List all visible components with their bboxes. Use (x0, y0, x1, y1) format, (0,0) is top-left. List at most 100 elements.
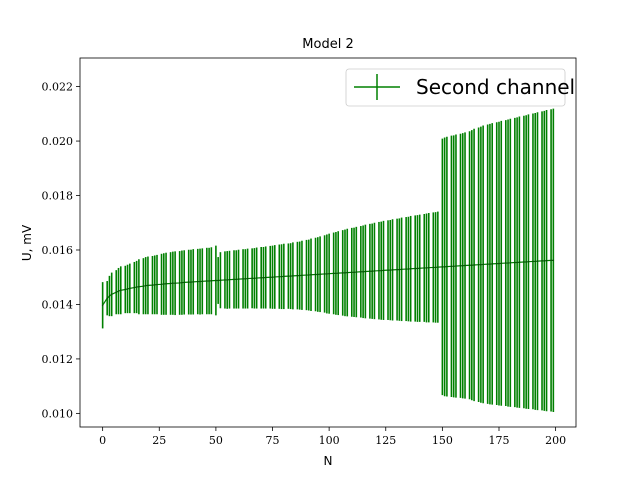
data-point (509, 262, 512, 264)
data-point (518, 261, 521, 263)
data-point (133, 286, 136, 289)
data-point (482, 263, 484, 266)
data-point (459, 265, 462, 267)
x-tick-label: 75 (266, 434, 280, 447)
data-point (516, 261, 518, 264)
data-point (423, 267, 425, 269)
data-point (500, 262, 502, 265)
data-point (183, 281, 185, 284)
data-point (432, 266, 435, 269)
error-bars (101, 108, 555, 413)
data-point (197, 280, 199, 283)
data-point (319, 273, 321, 275)
data-point (452, 265, 455, 268)
data-point (369, 270, 371, 272)
data-point (265, 276, 267, 279)
x-axis-ticks: 0 25 50 75 100 125 150 175 200 (99, 427, 566, 447)
data-point (446, 265, 448, 268)
x-tick-label: 0 (99, 434, 106, 447)
data-point (536, 260, 539, 262)
data-point (298, 274, 301, 277)
data-point (244, 278, 247, 280)
data-point (108, 295, 111, 297)
data-point (308, 274, 310, 276)
data-point (274, 276, 276, 278)
data-point (491, 263, 493, 265)
data-point (398, 268, 401, 271)
data-point (226, 279, 228, 281)
data-point (178, 282, 181, 284)
data-point (242, 278, 244, 280)
data-point (129, 287, 131, 290)
data-point (251, 277, 253, 280)
data-point (255, 277, 258, 279)
data-point (400, 268, 403, 271)
data-point (532, 260, 534, 263)
data-point (380, 269, 382, 272)
data-point (280, 275, 283, 278)
data-point (514, 261, 516, 264)
y-tick-label: 0.010 (42, 407, 74, 420)
data-point (228, 278, 231, 281)
data-point (428, 266, 430, 269)
data-point (160, 283, 163, 286)
data-point (473, 264, 475, 266)
legend-label: Second channel (416, 75, 575, 99)
data-point (326, 273, 328, 275)
data-point (151, 284, 154, 286)
data-point (314, 273, 317, 276)
data-point (219, 279, 222, 281)
data-point (498, 262, 500, 265)
data-point (342, 272, 344, 274)
x-tick-label: 100 (319, 434, 340, 447)
data-point (405, 268, 407, 270)
data-point (507, 262, 509, 264)
data-point (471, 264, 473, 266)
x-tick-label: 150 (432, 434, 453, 447)
data-point (434, 266, 437, 269)
data-point (287, 275, 290, 277)
data-point (217, 279, 219, 282)
data-point (289, 275, 292, 277)
x-tick-label: 25 (152, 434, 166, 447)
data-point (169, 282, 172, 285)
data-point (253, 277, 256, 280)
data-point (246, 277, 249, 280)
y-tick-label: 0.016 (42, 244, 74, 257)
data-point (106, 297, 108, 299)
y-axis-ticks: 0.010 0.012 0.014 0.016 0.018 0.020 0.022 (42, 81, 80, 420)
data-point (387, 269, 389, 271)
data-point (111, 293, 113, 296)
data-point (489, 263, 491, 265)
data-point (337, 272, 339, 274)
data-point (206, 280, 208, 282)
data-point (414, 267, 416, 270)
data-point (355, 271, 358, 273)
data-point (328, 272, 330, 275)
data-point (165, 283, 167, 285)
x-tick-label: 175 (488, 434, 509, 447)
data-point (301, 274, 303, 277)
data-point (269, 276, 271, 278)
data-point (541, 260, 543, 262)
data-point (486, 263, 489, 265)
data-point (332, 272, 335, 275)
data-point (378, 269, 380, 272)
data-point (138, 286, 140, 288)
y-tick-label: 0.012 (42, 353, 74, 366)
data-point (154, 284, 156, 286)
data-point (305, 274, 308, 276)
data-point (464, 264, 466, 267)
data-point (353, 271, 355, 274)
legend: Second channel (345, 68, 575, 107)
x-tick-label: 200 (545, 434, 566, 447)
data-point (120, 289, 122, 291)
data-point (172, 282, 174, 284)
x-axis-label: N (324, 454, 333, 468)
data-point (233, 278, 235, 281)
data-point (360, 271, 362, 273)
data-point (344, 272, 346, 274)
data-point (101, 304, 104, 306)
data-point (317, 273, 319, 276)
